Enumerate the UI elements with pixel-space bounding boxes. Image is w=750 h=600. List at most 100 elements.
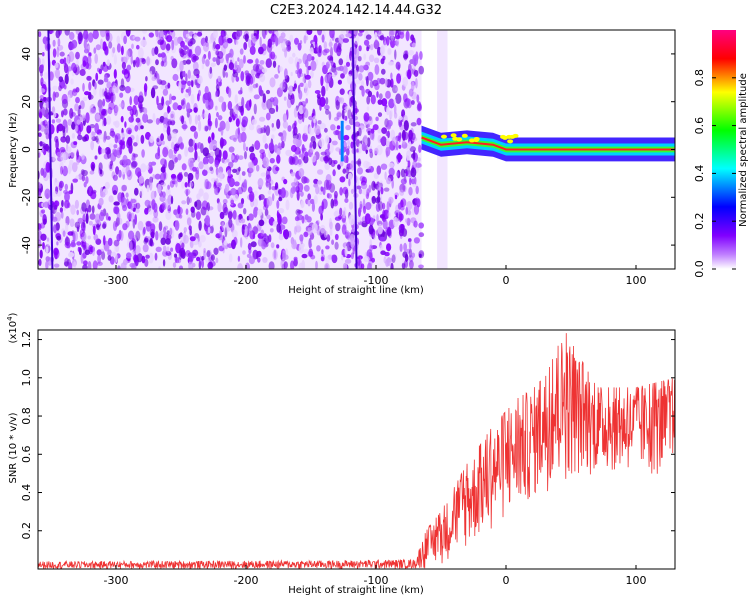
spectrogram-speckle: [91, 136, 97, 142]
spectrogram-speckle: [182, 98, 186, 105]
spectrogram-speckle: [240, 237, 243, 248]
spectrogram-speckle: [186, 59, 191, 65]
spectrogram-speckle: [416, 94, 420, 103]
spectrogram-speckle: [235, 118, 240, 127]
spectrogram-speckle: [77, 217, 84, 224]
spectrogram-speckle: [188, 252, 194, 263]
spectrogram-speckle: [55, 118, 62, 123]
spectrogram-speckle: [291, 241, 298, 250]
spectrogram-speckle: [357, 32, 363, 37]
colorbar-tick-label: 0.8: [693, 69, 706, 87]
spectrogram-speckle: [283, 178, 288, 185]
spectrogram-speckle: [201, 55, 206, 65]
spectrogram-speckle: [320, 256, 325, 262]
spectrogram-speckle: [245, 146, 249, 151]
spectrogram-speckle: [396, 171, 399, 177]
spectrogram-speckle: [228, 161, 234, 168]
spectrogram-speckle: [253, 206, 259, 212]
spectrogram-speckle: [261, 43, 267, 52]
spectrogram-speckle: [57, 38, 61, 47]
spectrogram-speckle: [135, 109, 139, 117]
spectrogram-speckle: [75, 96, 80, 104]
spectrogram-speckle: [402, 76, 409, 87]
spectrogram-speckle: [77, 106, 81, 117]
spectrogram-speckle: [42, 242, 45, 250]
spectrogram-speckle: [68, 190, 73, 195]
spectrogram-speckle: [106, 59, 111, 67]
spectrogram-speckle: [398, 144, 402, 149]
spectrogram-speckle: [82, 136, 88, 142]
spectrogram-speckle: [363, 39, 370, 46]
spectrogram-speckle: [293, 83, 297, 89]
spectrogram-speckle: [237, 202, 244, 209]
spectrogram-speckle: [71, 89, 78, 97]
spectrogram-speckle: [145, 76, 148, 82]
spectrogram-speckle: [186, 102, 191, 114]
spectrogram-speckle: [232, 168, 237, 173]
signal-band-inner: [421, 134, 675, 153]
spectrogram-speckle: [113, 239, 120, 247]
spectrogram-speckle: [96, 261, 103, 266]
spectrogram-speckle: [101, 251, 106, 260]
spectrogram-speckle: [328, 111, 332, 121]
spectrogram-speckle: [96, 249, 102, 256]
spectrogram-speckle: [135, 56, 140, 68]
spectrogram-speckle: [203, 92, 210, 101]
spectrogram-speckle: [108, 102, 115, 110]
spectrogram-speckle: [142, 30, 147, 34]
spectrogram-speckle: [174, 220, 180, 231]
spectrogram-speckle: [299, 82, 305, 88]
spectrogram-speckle: [215, 43, 221, 50]
signal-blob: [440, 134, 447, 139]
spectrogram-speckle: [170, 131, 177, 139]
spectrogram-speckle: [39, 183, 43, 193]
spectrogram-speckle: [138, 175, 145, 184]
spectrogram-speckle: [410, 132, 416, 141]
spectrogram-speckle: [224, 183, 230, 193]
spectrogram-speckle: [154, 252, 158, 261]
spectrogram-speckle: [378, 93, 383, 100]
spectrogram-speckle: [108, 216, 111, 221]
spectrogram-speckle: [357, 56, 362, 62]
spectrogram-speckle: [102, 98, 106, 107]
spectrogram-streak: [47, 30, 54, 269]
spectrogram-speckle: [283, 96, 287, 101]
y-tick-label: -20: [20, 188, 33, 206]
spectrogram-speckle: [66, 55, 70, 65]
spectrogram-speckle: [328, 41, 333, 48]
spectrogram-speckle: [89, 124, 96, 129]
spectrogram-speckle: [345, 33, 352, 38]
spectrogram-speckle: [39, 249, 43, 259]
spectrogram-speckle: [114, 79, 118, 88]
spectrogram-speckle: [403, 242, 407, 252]
spectrogram-speckle: [100, 148, 107, 154]
spectrogram-speckle: [334, 70, 338, 76]
spectrogram-speckle: [329, 38, 332, 49]
spectrogram-speckle: [120, 56, 124, 62]
spectrogram-speckle: [57, 44, 64, 51]
spectrogram-speckle: [135, 208, 140, 214]
spectrogram-speckle: [276, 148, 281, 156]
spectrogram-speckle: [238, 155, 244, 161]
spectrogram-speckle: [400, 178, 407, 185]
spectrogram-speckle: [317, 180, 323, 185]
spectrogram-speckle: [249, 230, 256, 240]
spectrogram-speckle: [345, 61, 351, 67]
spectrogram-speckle: [59, 58, 65, 64]
spectrogram-speckle: [181, 181, 185, 189]
spectrogram-speckle: [126, 252, 132, 259]
spectrogram-speckle: [322, 186, 326, 196]
spectrogram-speckle: [83, 38, 87, 50]
spectrogram-speckle: [403, 93, 408, 103]
spectrogram-speckle: [369, 148, 373, 154]
spectrogram-speckle: [317, 120, 322, 125]
spectrogram-speckle: [65, 135, 71, 144]
spectrogram-speckle: [247, 59, 254, 64]
spectrogram-speckle: [266, 214, 271, 220]
spectrogram-speckle: [82, 96, 88, 102]
spectrogram-speckle: [237, 263, 243, 269]
spectrogram-speckle: [395, 61, 401, 70]
spectrogram-speckle: [170, 141, 175, 150]
spectrogram-speckle: [259, 116, 266, 122]
spectrogram-speckle: [267, 190, 272, 195]
